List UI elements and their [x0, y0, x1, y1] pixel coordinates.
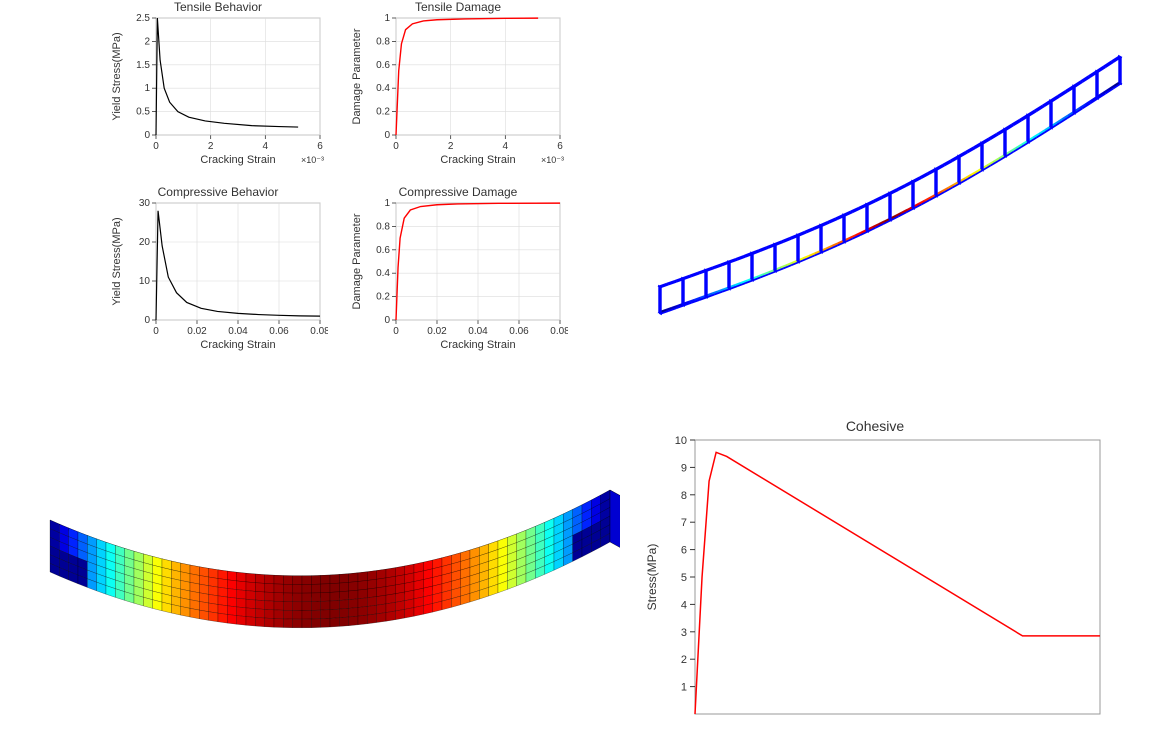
chart-title: Compressive Behavior	[108, 185, 328, 199]
svg-text:×10⁻³: ×10⁻³	[301, 155, 324, 165]
svg-text:0.06: 0.06	[269, 326, 289, 337]
svg-text:0.2: 0.2	[376, 292, 390, 303]
rebar-cage-svg	[600, 0, 1150, 370]
svg-text:0: 0	[153, 326, 159, 337]
svg-text:4: 4	[681, 599, 687, 611]
svg-text:0.02: 0.02	[427, 326, 447, 337]
svg-text:Stress(MPa): Stress(MPa)	[645, 544, 659, 611]
chart-title: Tensile Behavior	[108, 0, 328, 14]
svg-text:6: 6	[681, 545, 687, 557]
svg-text:0.4: 0.4	[376, 83, 390, 94]
material-charts-grid: Tensile Behavior 0 2 4 6 0 0.5 1 1.5 2 2.5 Crackin…	[108, 0, 588, 380]
svg-text:0.04: 0.04	[468, 326, 488, 337]
compressive-behavior-svg: 0 0.02 0.04 0.06 0.08 0 10 20 30 Cracking Strain Y…	[108, 199, 328, 354]
svg-text:8: 8	[681, 490, 687, 502]
svg-text:Damage Parameter: Damage Parameter	[351, 28, 363, 124]
cohesive-chart: Cohesive 1 2 3 4 5 6 7 8 9 10 Stress(MPa)	[640, 418, 1110, 728]
svg-text:0.2: 0.2	[376, 107, 390, 118]
tensile-damage-svg: 0 2 4 6 0 0.2 0.4 0.6 0.8 1 Cracking Strain ×10⁻³ Da…	[348, 14, 568, 169]
svg-text:Cracking Strain: Cracking Strain	[440, 154, 515, 166]
tensile-behavior-chart: Tensile Behavior 0 2 4 6 0 0.5 1 1.5 2 2.5 Crackin…	[108, 0, 328, 170]
svg-text:0.4: 0.4	[376, 268, 390, 279]
svg-text:7: 7	[681, 517, 687, 529]
svg-text:3: 3	[681, 627, 687, 639]
svg-text:Cracking Strain: Cracking Strain	[200, 154, 275, 166]
svg-text:0: 0	[384, 130, 390, 141]
tensile-damage-chart: Tensile Damage 0 2 4 6 0 0.2 0.4 0.6 0.8 1 Crackin…	[348, 0, 568, 170]
svg-text:10: 10	[139, 276, 151, 287]
cohesive-svg: 1 2 3 4 5 6 7 8 9 10 Stress(MPa)	[640, 434, 1110, 724]
svg-text:20: 20	[139, 237, 151, 248]
svg-text:0.08: 0.08	[310, 326, 328, 337]
svg-text:1: 1	[144, 83, 150, 94]
chart-title: Cohesive	[640, 418, 1110, 434]
svg-text:Yield Stress(MPa): Yield Stress(MPa)	[111, 217, 123, 305]
svg-text:2.5: 2.5	[136, 14, 150, 24]
compressive-damage-svg: 0 0.02 0.04 0.06 0.08 0 0.2 0.4 0.6 0.8 1 Cracking …	[348, 199, 568, 354]
beam-mesh-render	[20, 430, 620, 730]
compressive-behavior-chart: Compressive Behavior 0 0.02 0.04 0.06 0.08 0 1…	[108, 185, 328, 355]
beam-mesh-svg	[20, 430, 620, 730]
svg-text:10: 10	[675, 435, 687, 447]
svg-text:1.5: 1.5	[136, 60, 150, 71]
svg-text:0.02: 0.02	[187, 326, 207, 337]
svg-text:0: 0	[393, 141, 399, 152]
svg-text:1: 1	[384, 14, 390, 24]
svg-text:30: 30	[139, 199, 151, 209]
chart-title: Tensile Damage	[348, 0, 568, 14]
svg-text:0: 0	[144, 315, 150, 326]
svg-text:2: 2	[448, 141, 454, 152]
svg-text:9: 9	[681, 462, 687, 474]
svg-text:6: 6	[557, 141, 563, 152]
svg-text:4: 4	[503, 141, 509, 152]
svg-text:1: 1	[681, 682, 687, 694]
svg-text:5: 5	[681, 572, 687, 584]
svg-text:0: 0	[393, 326, 399, 337]
svg-text:0: 0	[384, 315, 390, 326]
svg-text:Cracking Strain: Cracking Strain	[200, 339, 275, 351]
svg-text:2: 2	[144, 36, 150, 47]
svg-text:0.5: 0.5	[136, 107, 150, 118]
svg-text:0: 0	[153, 141, 159, 152]
svg-text:0.8: 0.8	[376, 221, 390, 232]
rebar-cage-render	[600, 0, 1150, 370]
svg-text:0.08: 0.08	[550, 326, 568, 337]
svg-text:0.8: 0.8	[376, 36, 390, 47]
tensile-behavior-svg: 0 2 4 6 0 0.5 1 1.5 2 2.5 Cracking Strain ×10⁻³ Yiel…	[108, 14, 328, 169]
chart-title: Compressive Damage	[348, 185, 568, 199]
svg-text:1: 1	[384, 199, 390, 209]
compressive-damage-chart: Compressive Damage 0 0.02 0.04 0.06 0.08 0 0.2…	[348, 185, 568, 355]
svg-text:0.06: 0.06	[509, 326, 529, 337]
svg-text:4: 4	[263, 141, 269, 152]
svg-text:2: 2	[681, 654, 687, 666]
svg-text:0.6: 0.6	[376, 60, 390, 71]
svg-text:Cracking Strain: Cracking Strain	[440, 339, 515, 351]
svg-text:6: 6	[317, 141, 323, 152]
svg-text:Yield Stress(MPa): Yield Stress(MPa)	[111, 32, 123, 120]
svg-text:0.04: 0.04	[228, 326, 248, 337]
svg-text:2: 2	[208, 141, 214, 152]
svg-text:×10⁻³: ×10⁻³	[541, 155, 564, 165]
svg-text:Damage Parameter: Damage Parameter	[351, 213, 363, 309]
svg-text:0.6: 0.6	[376, 245, 390, 256]
svg-text:0: 0	[144, 130, 150, 141]
